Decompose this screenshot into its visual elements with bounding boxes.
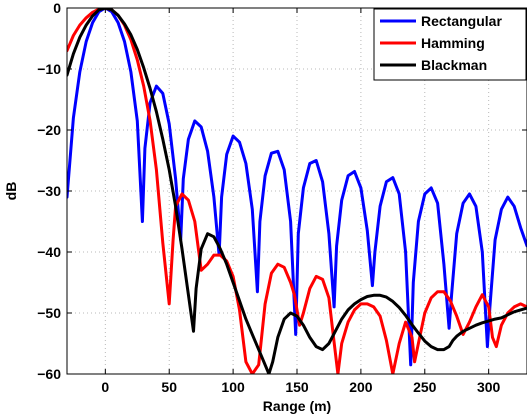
y-axis-label: dB: [3, 182, 19, 201]
y-tick-label: −10: [37, 61, 61, 77]
legend-label-rectangular: Rectangular: [421, 13, 502, 29]
x-tick-labels: 0 50 100 150 200 250 300: [101, 379, 500, 395]
x-tick-label: 150: [285, 379, 309, 395]
x-tick-label: 250: [413, 379, 437, 395]
x-axis-label: Range (m): [263, 398, 331, 414]
y-tick-label: −30: [37, 183, 61, 199]
legend-label-blackman: Blackman: [421, 57, 487, 73]
x-tick-label: 200: [349, 379, 373, 395]
legend: Rectangular Hamming Blackman: [373, 8, 527, 81]
x-tick-label: 100: [221, 379, 245, 395]
series-hamming-line: [67, 8, 527, 374]
series-blackman-line: [67, 8, 527, 374]
y-tick-label: −20: [37, 122, 61, 138]
y-tick-label: 0: [53, 0, 61, 16]
y-tick-label: −60: [37, 366, 61, 382]
y-tick-labels: 0 −10 −20 −30 −40 −50 −60: [37, 0, 61, 382]
y-tick-label: −50: [37, 305, 61, 321]
x-tick-label: 300: [477, 379, 501, 395]
legend-label-hamming: Hamming: [421, 35, 485, 51]
series-layer: [67, 8, 527, 374]
y-tick-label: −40: [37, 244, 61, 260]
x-tick-label: 0: [101, 379, 109, 395]
x-tick-label: 50: [161, 379, 177, 395]
